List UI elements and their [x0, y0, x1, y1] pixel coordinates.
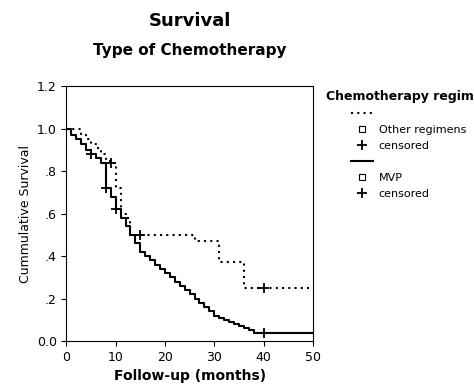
Text: Type of Chemotherapy: Type of Chemotherapy: [93, 43, 286, 58]
X-axis label: Follow-up (months): Follow-up (months): [114, 369, 265, 383]
Legend: , Other regimens, censored, , MVP, censored: , Other regimens, censored, , MVP, censo…: [323, 86, 474, 203]
Y-axis label: Cummulative Survival: Cummulative Survival: [19, 145, 33, 283]
Text: Survival: Survival: [148, 12, 231, 30]
